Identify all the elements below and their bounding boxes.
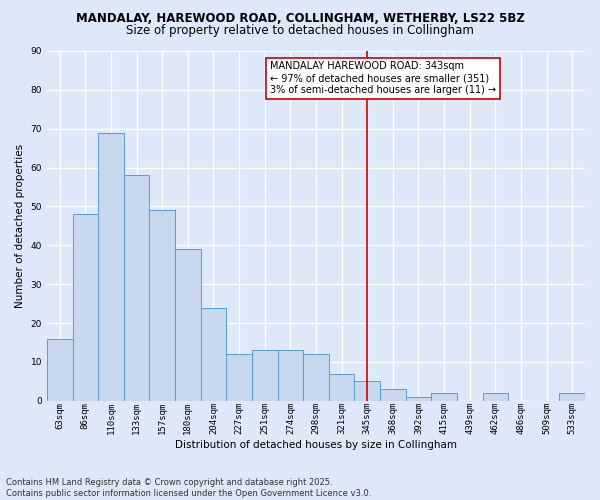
Bar (380, 389, 406, 401)
Text: Size of property relative to detached houses in Collingham: Size of property relative to detached ho… (126, 24, 474, 37)
Bar (252, 350, 278, 401)
Bar (329, 374, 355, 401)
Bar (278, 350, 303, 401)
Bar (124, 176, 149, 401)
Bar (47, 338, 73, 401)
X-axis label: Distribution of detached houses by size in Collingham: Distribution of detached houses by size … (175, 440, 457, 450)
Text: Contains HM Land Registry data © Crown copyright and database right 2025.
Contai: Contains HM Land Registry data © Crown c… (6, 478, 371, 498)
Bar (406, 397, 431, 401)
Text: MANDALAY, HAREWOOD ROAD, COLLINGHAM, WETHERBY, LS22 5BZ: MANDALAY, HAREWOOD ROAD, COLLINGHAM, WET… (76, 12, 524, 26)
Bar (482, 393, 508, 401)
Bar (200, 308, 226, 401)
Bar (98, 132, 124, 401)
Bar (303, 354, 329, 401)
Bar (73, 214, 98, 401)
Bar (355, 382, 380, 401)
Bar (149, 210, 175, 401)
Bar (431, 393, 457, 401)
Y-axis label: Number of detached properties: Number of detached properties (15, 144, 25, 308)
Bar (559, 393, 585, 401)
Bar (175, 249, 200, 401)
Bar (226, 354, 252, 401)
Text: MANDALAY HAREWOOD ROAD: 343sqm
← 97% of detached houses are smaller (351)
3% of : MANDALAY HAREWOOD ROAD: 343sqm ← 97% of … (270, 62, 496, 94)
